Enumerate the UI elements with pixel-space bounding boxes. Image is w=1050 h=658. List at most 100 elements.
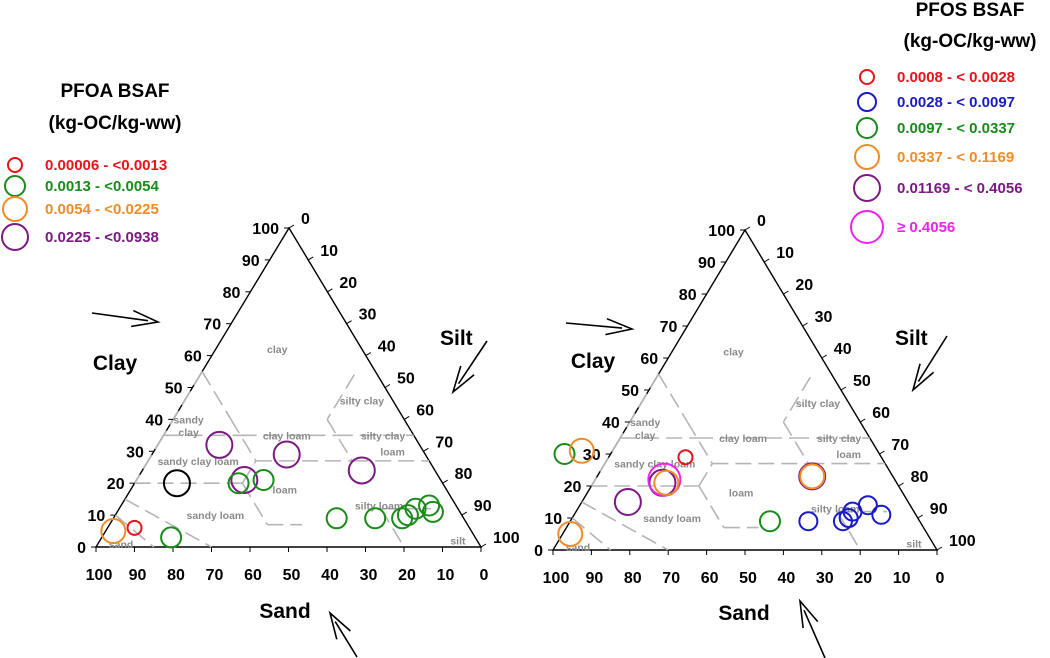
arrow-head [328,610,351,640]
silt-axis-title: Silt [895,327,928,350]
region-label: sand [566,542,591,554]
silt-tick-label: 90 [930,501,948,518]
silt-tick-label: 10 [776,245,794,262]
data-point-circle [100,518,127,545]
boundary-line [201,371,232,420]
legend-label: 0.0337 - < 0.1169 [897,149,1014,166]
clay-tick-label: 20 [564,479,582,496]
silt-tick-label: 50 [397,371,415,388]
boundary-line [162,371,203,436]
arrow-shaft [917,335,948,382]
clay-tick-label: 10 [88,508,106,525]
boundary-line [782,376,811,423]
clay-tick-label: 70 [203,317,221,334]
clay-axis-title: Clay [571,350,616,373]
boundary-line [698,485,725,529]
boundary-line [836,511,861,551]
boundary-line [581,501,669,551]
boundary-line [326,418,353,462]
region-label: clay [723,347,744,359]
tick-mark [802,322,808,327]
tick-mark [898,482,904,487]
region-label: sand [109,539,134,551]
region-label: sandy [630,417,661,429]
arrow-shaft [457,340,488,385]
region-label: sandy [173,414,204,426]
pfos-legend: PFOS BSAF (kg-OC/kg-ww) 0.0008 - < 0.0028 0… [850,0,1037,244]
data-point-circle [653,469,680,496]
sand-direction-arrow [328,610,358,658]
clay-tick-label: 10 [544,511,562,528]
legend-title: PFOS BSAF [916,0,1025,21]
sand-tick-label: 50 [283,567,301,584]
boundary-line [114,514,155,548]
tick-mark [763,258,770,263]
legend-marker [4,175,26,197]
legend-marker [859,69,875,85]
sand-tick-label: 10 [437,567,455,584]
arrow-head [131,309,161,328]
region-label: silty clay [796,398,841,410]
tick-mark [480,543,487,548]
texture-boundaries [114,371,432,548]
sand-tick-label: 40 [778,570,796,587]
tick-mark [307,256,314,261]
tick-mark [917,514,924,519]
boundary-line [230,418,257,462]
clay-tick-label: 90 [242,253,260,270]
data-point-circle [364,507,387,530]
legend-title: (kg-OC/kg-ww) [904,31,1037,52]
sand-tick-label: 60 [701,570,719,587]
region-label: clay [635,430,656,442]
sand-direction-arrow [798,598,826,658]
clay-tick-label: 30 [583,447,601,464]
data-point-circle [126,519,143,536]
data-point-circle [272,440,301,469]
clay-tick-label: 60 [640,351,658,368]
boundary-line [241,460,257,484]
sand-tick-label: 80 [167,567,185,584]
silt-tick-label: 60 [416,402,434,419]
sand-tick-label: 100 [543,570,570,587]
clay-axis-title: Clay [93,352,138,375]
data-point-circle [252,469,275,492]
legend-marker [1,223,29,251]
sand-tick-label: 30 [816,570,834,587]
clay-tick-label: 40 [145,412,163,429]
clay-tick-label: 80 [223,285,241,302]
legend-marker [7,157,23,173]
arrow-shaft [334,621,358,658]
sand-axis-title: Sand [259,600,310,623]
arrow-head [451,365,475,395]
tick-mark [840,386,847,391]
data-point-circle [347,456,376,485]
silt-tick-label: 40 [378,339,396,356]
tick-mark [821,354,828,359]
clay-tick-label: 50 [165,381,183,398]
legend-marker [857,92,877,112]
tick-mark [879,450,885,455]
data-point-circle [857,495,878,516]
boundary-line [590,437,621,487]
clay-tick-label: 30 [126,444,144,461]
silt-tick-label: 10 [320,243,338,260]
clay-direction-arrow [565,317,635,336]
clay-tick-label: 80 [679,287,697,304]
data-point-circle [799,463,826,490]
legend-label: 0.0013 - <0.0054 [45,178,160,195]
data-point-circle [557,521,584,547]
data-point-circle [613,488,642,516]
arrow-head [605,317,635,336]
silt-tick-label: 100 [949,533,976,550]
data-point-circle [758,510,781,533]
data-point-circle [421,500,444,523]
region-label: loam [272,485,297,497]
sand-tick-label: 70 [662,570,680,587]
sand-tick-label: 60 [244,567,262,584]
sand-tick-label: 20 [398,567,416,584]
boundary-line [619,373,660,439]
data-point-circle [162,469,191,498]
data-point-circle [230,466,259,495]
